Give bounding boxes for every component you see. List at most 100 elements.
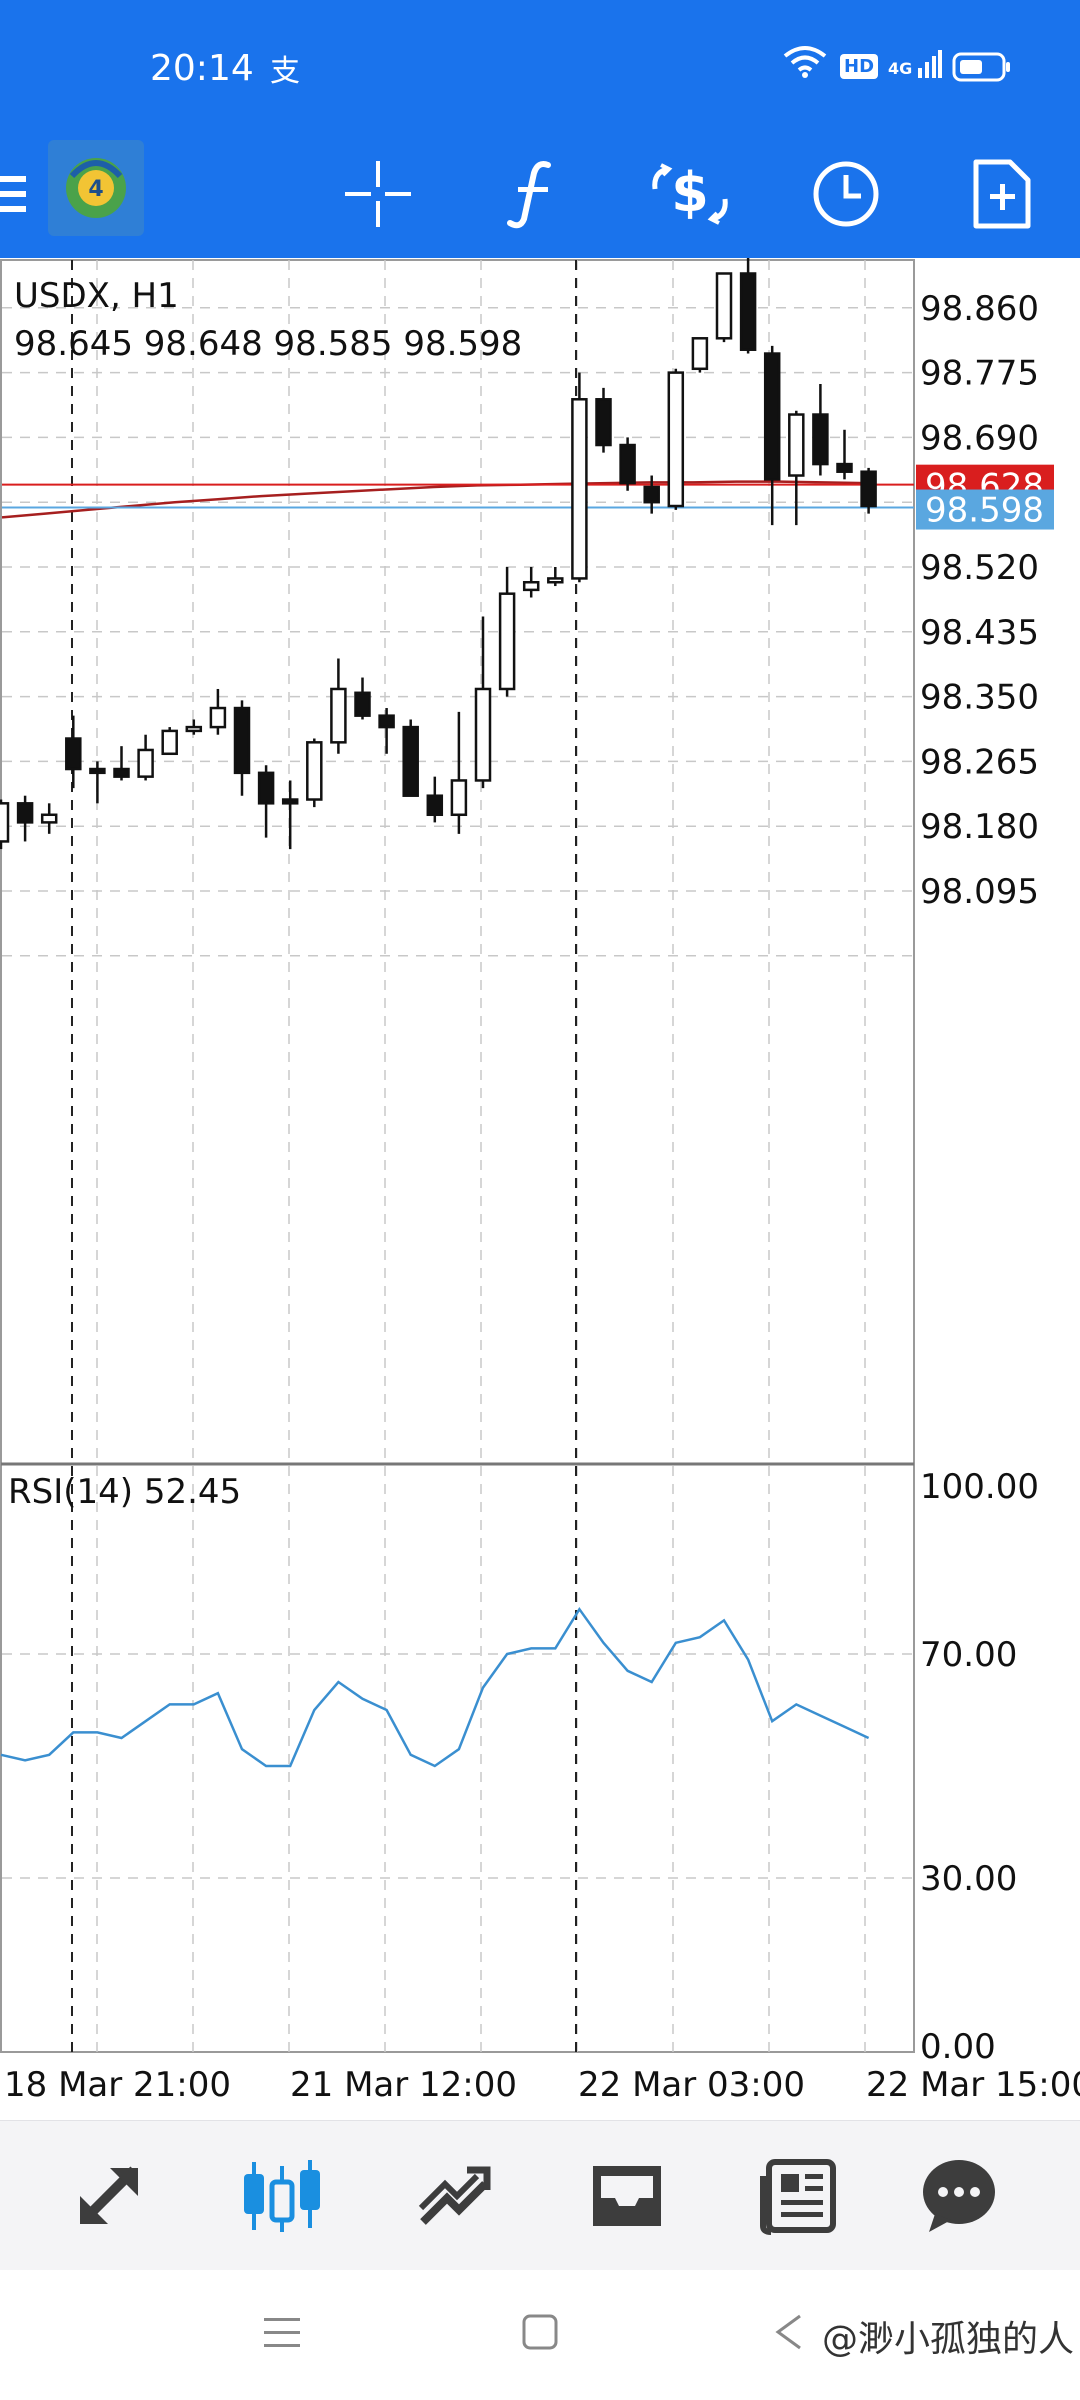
bull-candle-body — [667, 371, 685, 508]
bull-candle-body — [571, 398, 588, 580]
rsi-line — [0, 1606, 870, 1768]
time-axis-label: 21 Mar 12:00 — [290, 2065, 517, 2105]
candle — [667, 368, 685, 510]
home-icon[interactable] — [520, 2312, 560, 2356]
price-tick-label: 98.945 — [920, 258, 1039, 264]
bull-candle-body — [450, 779, 468, 817]
bear-candle-body — [739, 272, 757, 351]
candle — [522, 567, 540, 598]
bottom-nav — [0, 2120, 1080, 2271]
candle — [378, 708, 395, 754]
candle — [619, 437, 636, 491]
wifi-icon — [782, 44, 828, 88]
bull-candle-body — [715, 272, 733, 340]
chart-canvas[interactable]: 98.945 98.860 98.775 98.690 98.520 98.435 98.3… — [0, 258, 1080, 2120]
candle — [281, 780, 299, 850]
candle — [474, 616, 492, 789]
candle — [402, 719, 419, 797]
bear-candle-body — [402, 725, 419, 797]
last-price-tag-bg — [916, 489, 1054, 530]
bear-candle-body — [16, 802, 34, 824]
bear-candle-body — [257, 771, 275, 805]
bear-candle-body — [354, 691, 371, 717]
trade-nav-icon[interactable] — [400, 2141, 510, 2251]
bear-candle-body — [113, 767, 130, 778]
rsi-label: RSI(14) 52.45 — [8, 1472, 242, 1512]
new-template-icon[interactable] — [956, 148, 1048, 240]
system-nav — [0, 2270, 1080, 2400]
bull-candle-body — [474, 687, 492, 782]
candle — [233, 700, 251, 796]
bull-candle-body — [185, 725, 203, 733]
recents-icon[interactable] — [262, 2312, 302, 2356]
candle — [209, 688, 227, 735]
bull-candle-body — [691, 337, 709, 371]
candle — [137, 734, 154, 781]
bull-candle-body — [330, 687, 347, 744]
price-tick-label: 98.690 — [920, 418, 1039, 458]
bear-candle-body — [763, 352, 781, 481]
bull-candle-body — [547, 577, 564, 584]
candle — [498, 567, 516, 697]
watermark-text: @渺小孤独的人 — [821, 2319, 1074, 2360]
price-tick-label: 98.350 — [920, 678, 1039, 718]
messages-icon[interactable] — [904, 2141, 1014, 2251]
candle — [161, 727, 178, 756]
bull-candle-body — [788, 413, 805, 477]
candle — [185, 719, 203, 735]
bear-candle-body — [619, 443, 636, 485]
moving-average-line — [1, 480, 867, 519]
last-price-tag: 98.598 — [916, 489, 1054, 531]
candle — [643, 475, 660, 514]
candle — [426, 776, 444, 823]
price-tick-label: 98.775 — [920, 354, 1039, 394]
candle — [16, 795, 34, 842]
news-icon[interactable] — [744, 2141, 854, 2251]
candle — [860, 467, 877, 514]
history-icon[interactable] — [572, 2141, 682, 2251]
timeframe-icon[interactable] — [800, 148, 892, 240]
candle — [788, 410, 805, 526]
candle — [836, 429, 853, 480]
mt4-logo-icon[interactable]: 4 — [46, 138, 146, 238]
bear-candle-body — [89, 767, 106, 775]
candle — [330, 658, 347, 754]
candle — [739, 258, 757, 354]
candle — [0, 799, 10, 850]
bull-candle-body — [209, 706, 227, 729]
price-tick-label: 98.180 — [920, 807, 1039, 847]
candle — [691, 337, 709, 373]
indicators-icon[interactable] — [488, 148, 580, 240]
bear-candle-body — [378, 714, 395, 729]
quotes-icon[interactable] — [55, 2141, 165, 2251]
rsi-tick-label: 0.00 — [920, 2027, 996, 2067]
back-icon[interactable] — [770, 2312, 810, 2356]
bull-candle-body — [137, 748, 154, 778]
price-tick-label: 98.435 — [920, 613, 1039, 653]
hd-icon: HD — [840, 54, 879, 79]
bear-candle-body — [426, 794, 444, 817]
time-axis-label: 22 Mar 03:00 — [578, 2065, 805, 2105]
candle — [595, 387, 612, 453]
bear-candle-body — [836, 462, 853, 473]
trade-icon[interactable]: $ — [644, 148, 736, 240]
bull-candle-body — [40, 813, 58, 824]
chart-icon[interactable] — [228, 2141, 338, 2251]
rsi-pane-border — [0, 1463, 915, 2053]
price-tick-label: 98.265 — [920, 742, 1039, 782]
time-axis-label: 22 Mar 15:00 — [866, 2065, 1080, 2105]
menu-icon[interactable] — [0, 148, 46, 240]
crosshair-icon[interactable] — [332, 148, 424, 240]
symbol-label: USDX, H1 — [14, 276, 179, 316]
top-toolbar — [0, 130, 1080, 258]
signal-4g-icon: 4G — [888, 50, 942, 78]
candle — [65, 715, 82, 789]
status-time: 20:14 — [150, 48, 254, 89]
rsi-tick-label: 100.00 — [920, 1467, 1039, 1507]
bear-candle-body — [595, 398, 612, 447]
bull-candle-body — [522, 580, 540, 592]
price-tick-label: 98.095 — [920, 872, 1039, 912]
candle — [547, 567, 564, 587]
last-price-tag-text: 98.598 — [925, 491, 1044, 531]
chart-area[interactable]: 98.945 98.860 98.775 98.690 98.520 98.435 98.3… — [0, 258, 1080, 2120]
